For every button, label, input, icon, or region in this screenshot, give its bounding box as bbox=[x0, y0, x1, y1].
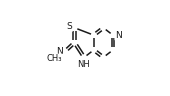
Text: CH₃: CH₃ bbox=[47, 54, 62, 63]
Text: N: N bbox=[115, 31, 122, 40]
Text: S: S bbox=[66, 22, 72, 31]
Text: N: N bbox=[56, 47, 63, 56]
Text: NH: NH bbox=[77, 60, 90, 69]
